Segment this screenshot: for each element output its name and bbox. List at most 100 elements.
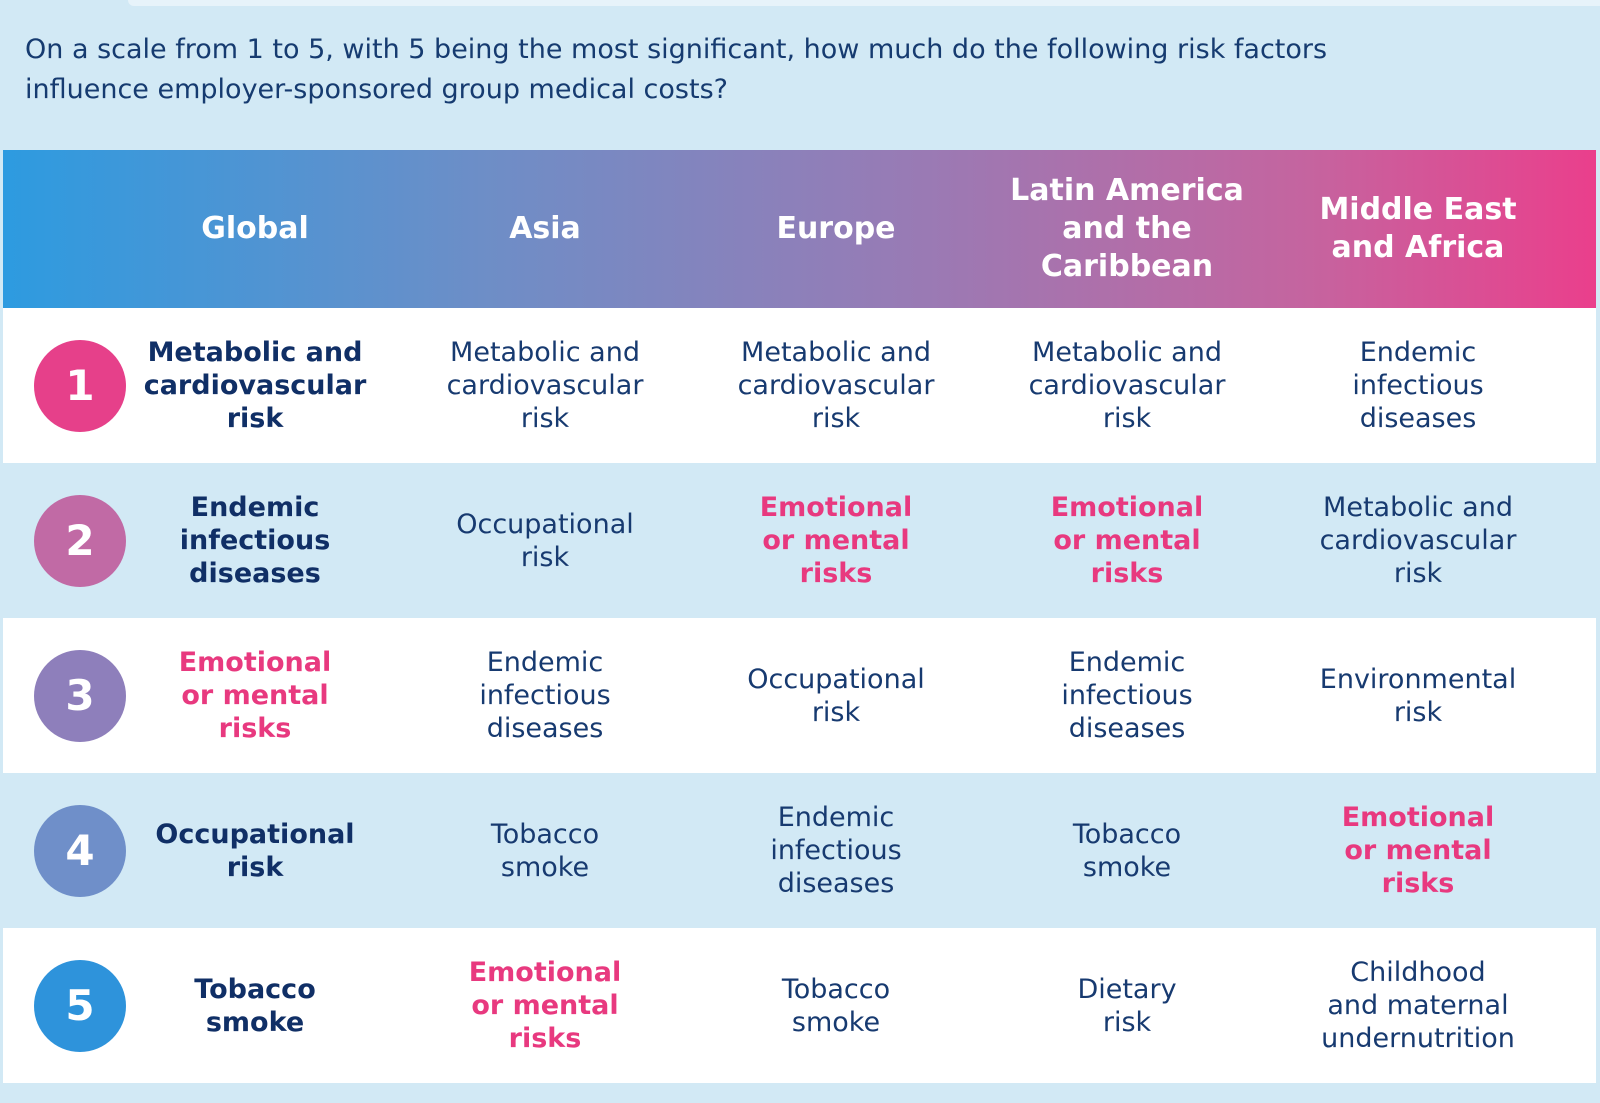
table-cell: Endemic infectious diseases (979, 618, 1275, 773)
rank-badge: 5 (34, 959, 126, 1052)
table-cell: Tobacco smoke (397, 773, 693, 928)
cell-line: Metabolic and (1032, 337, 1222, 368)
cell-line: smoke (791, 1006, 881, 1038)
cell-line: cardiovascular (1028, 370, 1226, 401)
cell-line: Emotional (1050, 492, 1204, 523)
rank-badge: 3 (34, 649, 126, 742)
cell-line: risk (811, 403, 861, 434)
table-cell: Endemic infectious diseases (107, 463, 403, 618)
table-cell: Metabolic and cardiovascular risk (979, 308, 1275, 463)
cell-line: or mental (471, 990, 619, 1021)
column-header-line: Latin America (1010, 173, 1244, 208)
table-cell: Endemic infectious diseases (397, 618, 693, 773)
cell-line: smoke (1082, 851, 1172, 883)
column-header-line: and the (1062, 211, 1192, 246)
cell-line: Tobacco (490, 818, 600, 850)
cell-line: smoke (205, 1006, 305, 1038)
cell-line: Metabolic and (1323, 492, 1513, 523)
cell-line: Tobacco (781, 973, 891, 1005)
cell-line: cardiovascular (1319, 525, 1517, 556)
table-cell: Metabolic and cardiovascular risk (1270, 463, 1566, 618)
cell-line: cardiovascular (737, 370, 935, 401)
cell-line: Emotional (1341, 802, 1495, 833)
cell-line: infectious (770, 835, 902, 866)
cell-line: cardiovascular (446, 370, 644, 401)
table-cell: Tobacco smoke (107, 928, 403, 1083)
table-row: 5 Tobacco smoke Emotional or mental risks Toba… (3, 928, 1596, 1083)
cell-line: Tobacco (194, 973, 316, 1005)
table-cell: Metabolic and cardiovascular risk (688, 308, 984, 463)
table-cell: Dietary risk (979, 928, 1275, 1083)
cell-line: diseases (777, 868, 895, 899)
column-header-line: Middle East (1319, 192, 1517, 227)
rank-badge: 4 (34, 804, 126, 897)
table-cell: Occupational risk (397, 463, 693, 618)
cell-line: Occupational (456, 508, 634, 540)
cell-line: infectious (179, 525, 331, 556)
column-header: Latin America and the Caribbean (979, 150, 1275, 308)
column-header-line: Global (201, 211, 309, 246)
cell-line: infectious (1061, 680, 1193, 711)
table-row: 3 Emotional or mental risks Endemic infectiou… (3, 618, 1596, 773)
cell-line: Endemic (1359, 337, 1477, 368)
cell-line: or mental (1053, 525, 1201, 556)
cell-line: Occupational (155, 818, 355, 850)
table-cell: Occupational risk (107, 773, 403, 928)
cell-line: cardiovascular (143, 370, 367, 401)
table-cell: Emotional or mental risks (1270, 773, 1566, 928)
cell-line: Metabolic and (450, 337, 640, 368)
top-tab-decoration (128, 0, 1600, 6)
table-cell: Metabolic and cardiovascular risk (107, 308, 403, 463)
cell-line: risks (799, 558, 873, 589)
cell-line: infectious (479, 680, 611, 711)
cell-line: Endemic (777, 802, 895, 833)
cell-line: risk (520, 403, 570, 434)
column-header: Middle East and Africa (1270, 150, 1566, 308)
cell-line: undernutrition (1321, 1023, 1515, 1054)
cell-line: risk (226, 403, 284, 434)
cell-line: risk (226, 851, 284, 883)
cell-line: and maternal (1327, 990, 1509, 1021)
column-header: Global (107, 150, 403, 308)
cell-line: infectious (1352, 370, 1484, 401)
column-header: Europe (688, 150, 984, 308)
cell-line: diseases (1359, 403, 1477, 434)
cell-line: Emotional (759, 492, 913, 523)
table-cell: Occupational risk (688, 618, 984, 773)
cell-line: Endemic (486, 647, 604, 678)
cell-line: Tobacco (1072, 818, 1182, 850)
table-cell: Metabolic and cardiovascular risk (397, 308, 693, 463)
cell-line: risks (218, 713, 292, 744)
column-header-line: Europe (776, 211, 896, 246)
cell-line: or mental (181, 680, 329, 711)
header-row: Global Asia Europe Latin America and the Cari… (3, 150, 1596, 308)
question-text: On a scale from 1 to 5, with 5 being the… (25, 34, 1328, 105)
cell-line: Endemic (1068, 647, 1186, 678)
cell-line: risks (1381, 868, 1455, 899)
cell-line: Endemic (190, 492, 320, 523)
risk-ranking-table: Global Asia Europe Latin America and the Cari… (3, 150, 1596, 1100)
cell-line: diseases (486, 713, 604, 744)
table-row: 4 Occupational risk Tobacco smoke Endemic infe… (3, 773, 1596, 928)
table-cell: Endemic infectious diseases (688, 773, 984, 928)
table-cell: Environmental risk (1270, 618, 1566, 773)
column-header: Asia (397, 150, 693, 308)
table-cell: Emotional or mental risks (979, 463, 1275, 618)
cell-line: risk (520, 541, 570, 573)
table-row: 1 Metabolic and cardiovascular risk Metaboli… (3, 308, 1596, 463)
cell-line: risk (811, 696, 861, 728)
cell-line: risks (508, 1023, 582, 1054)
cell-line: Metabolic and (147, 337, 363, 368)
cell-line: risk (1102, 1006, 1152, 1038)
table-cell: Tobacco smoke (979, 773, 1275, 928)
cell-line: Environmental (1319, 663, 1517, 695)
cell-line: smoke (500, 851, 590, 883)
rank-badge: 2 (34, 494, 126, 587)
cell-line: Dietary (1077, 973, 1177, 1005)
cell-line: Occupational (747, 663, 925, 695)
cell-line: Metabolic and (741, 337, 931, 368)
column-header-line: Caribbean (1040, 249, 1214, 284)
rank-badge: 1 (34, 339, 126, 432)
cell-line: risks (1090, 558, 1164, 589)
cell-line: risk (1393, 558, 1443, 589)
